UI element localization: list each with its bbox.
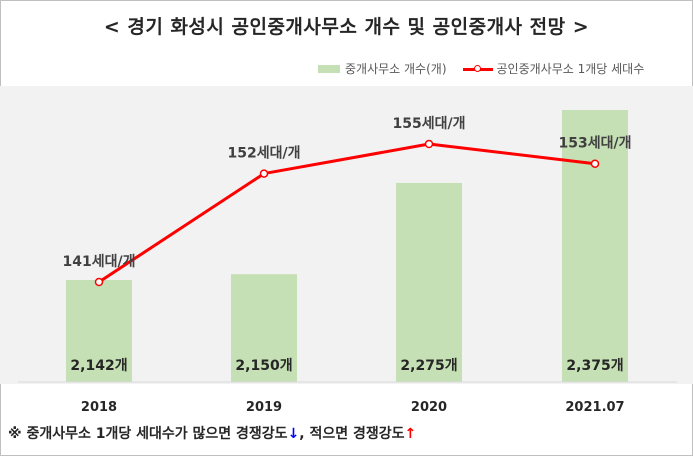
bar-value-label: 2,275개 [400, 358, 457, 374]
line-point [424, 139, 434, 149]
legend-item-line: 공인중개사무소 1개당 세대수 [462, 60, 645, 77]
bar-2019 [231, 274, 297, 382]
line-point [590, 159, 600, 168]
arrow-down-icon: ↓ [287, 426, 300, 442]
bar-value-label: 2,375개 [566, 358, 623, 374]
legend-item-bar: 중개사무소 개수(개) [318, 60, 447, 77]
legend: 중개사무소 개수(개) 공인중개사무소 1개당 세대수 [318, 60, 660, 77]
bar-2018 [66, 280, 132, 382]
footnote-mid-text: , 적으면 경쟁강도 [299, 426, 405, 442]
arrow-up-icon: ↑ [404, 426, 417, 442]
x-tick-label: 2021.07 [565, 400, 624, 415]
footnote: ※ 중개사무소 1개당 세대수가 많으면 경쟁강도↓, 적으면 경쟁강도↑ [8, 423, 416, 443]
line-value-label: 141세대/개 [63, 254, 136, 270]
x-tick-label: 2018 [81, 400, 117, 415]
bar-2020 [396, 182, 462, 382]
line-value-label: 152세대/개 [228, 146, 301, 162]
bar-value-label: 2,150개 [235, 358, 292, 374]
line-value-label: 153세대/개 [559, 136, 632, 152]
bar-2021.07 [562, 110, 628, 382]
legend-bar-swatch [318, 64, 340, 73]
legend-bar-label: 중개사무소 개수(개) [345, 62, 447, 76]
line-value-label: 155세대/개 [393, 116, 466, 132]
footnote-text: ※ 중개사무소 1개당 세대수가 많으면 경쟁강도 [8, 426, 288, 442]
line-point [94, 277, 104, 287]
line-point [259, 169, 269, 178]
x-tick-label: 2020 [411, 400, 447, 415]
legend-line-swatch [462, 64, 493, 74]
bar-value-label: 2,142개 [70, 358, 127, 374]
legend-line-label: 공인중개사무소 1개당 세대수 [496, 62, 645, 76]
x-tick-label: 2019 [246, 400, 282, 415]
series-line [98, 142, 596, 284]
chart-title: < 경기 화성시 공인중개사무소 개수 및 공인중개사 전망 > [103, 16, 590, 38]
